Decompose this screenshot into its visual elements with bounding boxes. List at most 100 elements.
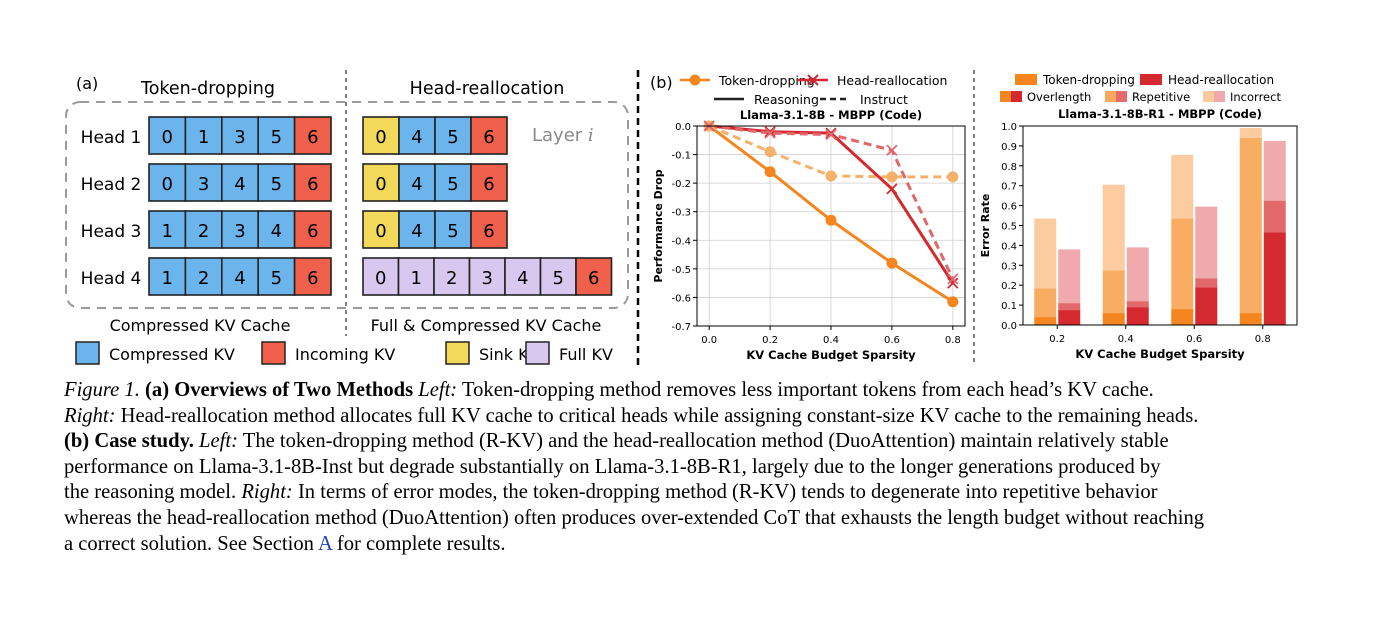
legend-label: Instruct	[860, 92, 908, 107]
legend-label: Incoming KV	[295, 345, 395, 364]
incorrect-segment	[1126, 247, 1149, 302]
sink-kv-cell	[362, 163, 400, 202]
chart-title: Llama-3.1-8B-R1 - MBPP (Code)	[1058, 107, 1262, 121]
legend-label: Reasoning	[754, 92, 819, 107]
kv-token-label: 6	[307, 174, 318, 195]
legend-label: Head-reallocation	[1168, 73, 1274, 87]
kv-token-label: 1	[411, 268, 422, 289]
incoming-kv-cell	[293, 116, 332, 155]
x-tick-label: 0.4	[1118, 334, 1134, 345]
kv-token-label: 4	[234, 174, 245, 195]
kv-cache-diagram: (a) Token-dropping Head-reallocation Lay…	[65, 70, 629, 365]
kv-token-label: 5	[447, 221, 458, 242]
kv-token-label: 4	[411, 174, 422, 195]
compressed-kv-cell	[148, 116, 187, 155]
overlength-segment	[1239, 313, 1262, 325]
data-point	[825, 128, 837, 141]
kv-token-label: 6	[307, 127, 318, 148]
kv-token-label: 0	[375, 268, 386, 289]
part-b-title: (b) Case study.	[64, 430, 194, 453]
incorrect-segment	[1195, 206, 1218, 279]
legend-swatch	[1000, 91, 1011, 102]
y-tick-label: 0.6	[1001, 202, 1017, 213]
kv-token-label: 1	[161, 221, 172, 242]
left-word: Left:	[418, 379, 458, 401]
incoming-kv-cell	[470, 116, 508, 155]
data-point	[825, 170, 837, 182]
section-link[interactable]: A	[317, 532, 332, 555]
overlength-segment	[1102, 313, 1125, 325]
y-tick-label: -0.2	[671, 179, 691, 190]
repetitive-segment	[1058, 303, 1081, 311]
y-tick-label: 0.7	[1001, 182, 1017, 193]
x-tick-label: 0.8	[945, 335, 961, 346]
full-kv-cell	[539, 257, 577, 296]
legend-marker	[689, 74, 701, 86]
kv-token-label: 2	[446, 268, 457, 289]
x-tick-label: 0.2	[1049, 334, 1065, 345]
x-tick-label: 0.6	[1186, 334, 1202, 345]
repetitive-segment	[1263, 200, 1286, 233]
legend-label: Incorrect	[1230, 90, 1281, 104]
y-tick-label: 0.0	[1001, 321, 1017, 332]
panel-a-tag: (a)	[76, 74, 98, 93]
kv-token-label: 1	[161, 268, 172, 289]
kv-token-label: 5	[271, 127, 282, 148]
kv-token-label: 4	[411, 127, 422, 148]
chart-title: Llama-3.1-8B - MBPP (Code)	[740, 108, 922, 122]
compressed-kv-cell	[184, 116, 223, 155]
legend-swatch	[1116, 91, 1127, 102]
figure-caption: Figure 1. (a) Overviews of Two Methods L…	[64, 378, 1314, 557]
kv-token-label: 2	[198, 268, 209, 289]
head-label: Head 4	[81, 269, 142, 289]
kv-token-label: 4	[517, 268, 528, 289]
y-tick-label: -0.4	[671, 236, 691, 247]
compressed-kv-cell	[221, 210, 260, 249]
legend-label: Token-dropping	[718, 73, 815, 88]
repetitive-segment	[1171, 218, 1194, 310]
overlength-segment	[1058, 310, 1081, 325]
right-word-b: Right:	[241, 481, 293, 504]
repetitive-segment	[1195, 278, 1218, 288]
caption-line-4: performance on Llama-3.1-8B-Inst but deg…	[64, 455, 1161, 478]
incorrect-segment	[1058, 249, 1081, 304]
overlength-segment	[1126, 307, 1149, 325]
legend-swatch	[1015, 74, 1037, 85]
compressed-kv-cell	[148, 210, 187, 249]
kv-legend: Compressed KV Incoming KV Sink KV Full KV	[75, 341, 613, 365]
compressed-kv-cell	[257, 116, 296, 155]
overlength-segment	[1263, 232, 1286, 325]
data-point	[764, 127, 776, 139]
legend-label: Token-dropping	[1042, 73, 1135, 87]
kv-token-label: 0	[375, 174, 386, 195]
data-point	[947, 296, 959, 308]
kv-token-label: 6	[307, 268, 318, 289]
caption-line-3-text: The token-dropping method (R-KV) and the…	[242, 430, 1169, 453]
y-tick-label: 0.3	[1001, 261, 1017, 272]
compressed-kv-cell	[184, 210, 223, 249]
legend-swatch	[1203, 91, 1214, 102]
kv-rows: Head 1 0 1 3 5 6 0 4 5 6 Head 2 0 3 4 5 6 0 4 5 6 Head 3 1 2 3 4…	[81, 116, 613, 296]
kv-token-label: 5	[447, 174, 458, 195]
kv-token-label: 5	[271, 174, 282, 195]
compressed-kv-cell	[398, 163, 436, 202]
data-point	[825, 127, 837, 139]
kv-token-label: 6	[588, 268, 599, 289]
caption-line-6: whereas the head-reallocation method (Du…	[64, 506, 1205, 529]
incorrect-segment	[1239, 127, 1262, 138]
y-tick-label: -0.3	[671, 208, 691, 219]
compressed-kv-cell	[434, 210, 472, 249]
kv-token-label: 6	[307, 221, 318, 242]
data-point	[886, 183, 898, 195]
full-kv-cell	[433, 257, 471, 296]
kv-token-label: 4	[234, 268, 245, 289]
kv-token-label: 4	[271, 221, 282, 242]
repetitive-segment	[1126, 301, 1149, 308]
head-label: Head 2	[81, 175, 142, 195]
right-word: Right:	[64, 404, 116, 427]
legend-swatch	[525, 341, 550, 365]
data-point	[764, 146, 776, 158]
y-tick-label: -0.1	[671, 151, 691, 162]
incorrect-segment	[1171, 154, 1194, 219]
